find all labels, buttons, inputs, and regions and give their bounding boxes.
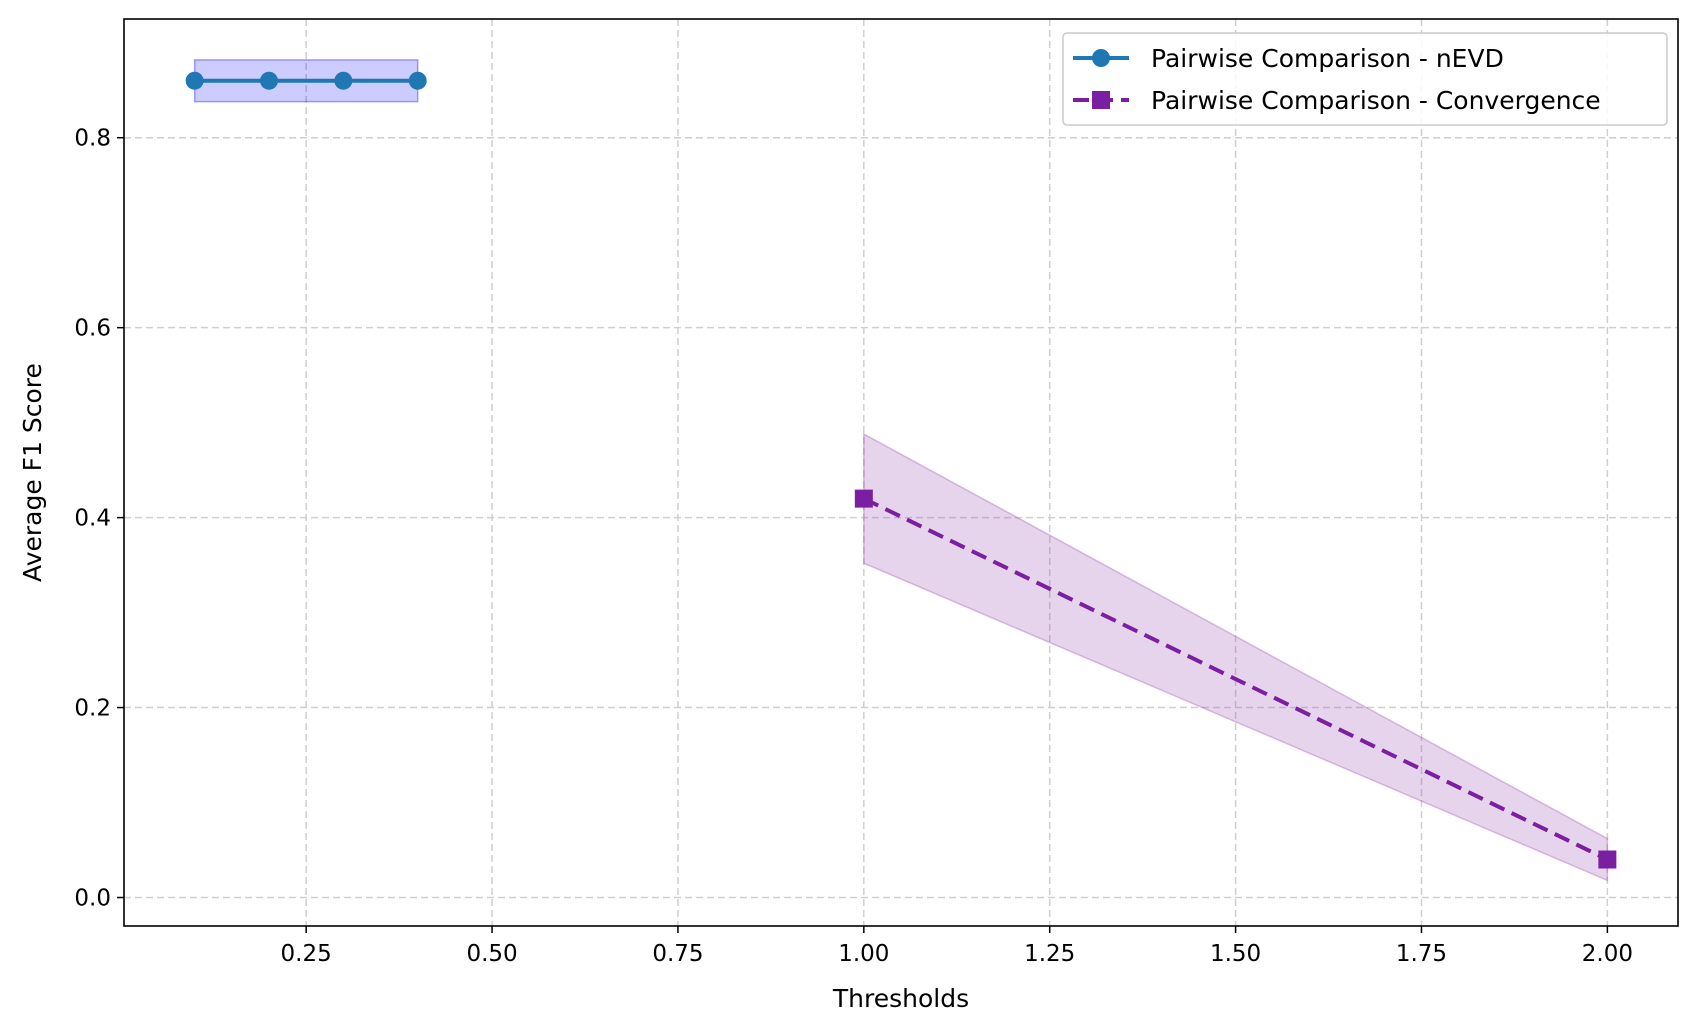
x-tick-label: 1.75	[1396, 941, 1447, 967]
x-axis-ticks: 0.25 0.50 0.75 1.00 1.25 1.50 1.75 2.00	[281, 926, 1633, 967]
data-markers	[185, 71, 1617, 869]
y-axis-label: Average F1 Score	[18, 363, 47, 582]
data-point	[854, 489, 873, 508]
y-tick-label: 0.0	[74, 886, 111, 912]
legend: Pairwise Comparison - nEVD Pairwise Compa…	[1062, 32, 1668, 126]
y-axis-ticks: 0.0 0.2 0.4 0.6 0.8	[74, 126, 124, 912]
y-tick-label: 0.4	[74, 506, 111, 532]
data-point	[259, 71, 278, 90]
plot-frame	[123, 18, 1679, 927]
data-point	[408, 71, 427, 90]
series-line	[862, 496, 1609, 862]
legend-box	[1062, 32, 1668, 126]
x-tick-label: 0.50	[466, 941, 517, 967]
legend-label: Pairwise Comparison - nEVD	[1151, 44, 1504, 73]
x-tick-label: 0.75	[652, 941, 703, 967]
y-tick-label: 0.6	[74, 316, 111, 342]
data-point	[334, 71, 353, 90]
legend-label: Pairwise Comparison - Convergence	[1151, 86, 1601, 115]
x-axis-label: Thresholds	[832, 984, 969, 1013]
y-tick-label: 0.2	[74, 696, 111, 722]
x-tick-label: 0.25	[281, 941, 332, 967]
series-lines	[194, 78, 1609, 862]
confidence-band	[863, 432, 1609, 882]
x-tick-label: 1.50	[1210, 941, 1261, 967]
data-point	[1598, 850, 1617, 869]
data-point	[185, 71, 204, 90]
x-tick-label: 1.00	[838, 941, 889, 967]
x-tick-label: 1.25	[1024, 941, 1075, 967]
x-tick-label: 2.00	[1582, 941, 1633, 967]
legend-marker	[1092, 91, 1110, 109]
y-tick-label: 0.8	[74, 126, 111, 152]
legend-entries: Pairwise Comparison - nEVD Pairwise Compa…	[1073, 44, 1601, 115]
legend-marker	[1092, 49, 1110, 67]
grid	[124, 19, 1678, 926]
